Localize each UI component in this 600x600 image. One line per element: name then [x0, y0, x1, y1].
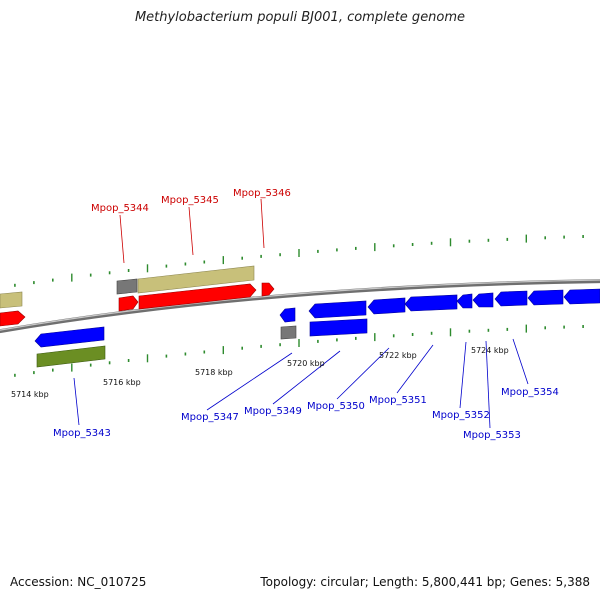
inner-tick-ring [14, 324, 584, 377]
axis-label-5720: 5720 kbp [287, 359, 325, 368]
axis-label-5714: 5714 kbp [11, 390, 49, 399]
label-leaders [73, 198, 529, 429]
cds-mpop-5347[interactable] [279, 307, 296, 323]
cds-mpop-5353[interactable] [472, 292, 494, 308]
axis-label-5718: 5718 kbp [195, 368, 233, 377]
cds-mpop-5344[interactable] [118, 295, 139, 312]
genome-summary-text: Topology: circular; Length: 5,800,441 bp… [260, 575, 590, 589]
gene-label-mpop-5349[interactable]: Mpop_5349 [244, 406, 302, 417]
gray-feature-mpop-5347[interactable] [280, 325, 297, 340]
outer-tick-ring [14, 234, 584, 287]
gene-label-mpop-5353[interactable]: Mpop_5353 [463, 430, 521, 441]
cds-mpop-5351[interactable] [404, 294, 458, 312]
gene-label-mpop-5351[interactable]: Mpop_5351 [369, 395, 427, 406]
gene-label-mpop-5347[interactable]: Mpop_5347 [181, 412, 239, 423]
gene-label-mpop-5344[interactable]: Mpop_5344 [91, 203, 149, 214]
feature-track [0, 265, 600, 368]
cds-box-right-edge[interactable] [563, 288, 600, 305]
cds-mpop-5350[interactable] [367, 297, 406, 315]
cds-box-next[interactable] [527, 289, 564, 306]
axis-label-5722: 5722 kbp [379, 351, 417, 360]
gene-label-mpop-5352[interactable]: Mpop_5352 [432, 410, 490, 421]
gene-box-mpop-5345[interactable] [137, 265, 255, 294]
axis-labels: 5714 kbp 5716 kbp 5718 kbp 5720 kbp 5722… [11, 346, 509, 399]
gene-labels: Mpop_5344 Mpop_5345 Mpop_5346 Mpop_5343 … [53, 188, 559, 441]
cds-mpop-5343[interactable] [34, 326, 105, 348]
cds-mpop-5349[interactable] [308, 300, 367, 319]
gene-label-mpop-5343[interactable]: Mpop_5343 [53, 428, 111, 439]
cds-box-left-edge[interactable] [0, 310, 26, 327]
accession-text: Accession: NC_010725 [10, 575, 147, 589]
cds-mpop-5352[interactable] [456, 293, 473, 309]
gene-label-mpop-5345[interactable]: Mpop_5345 [161, 195, 219, 206]
gray-feature-mpop-5344[interactable] [116, 278, 138, 295]
gene-box-mpop-5343[interactable] [36, 345, 106, 368]
gene-label-mpop-5354[interactable]: Mpop_5354 [501, 387, 559, 398]
gene-box-left-edge[interactable] [0, 291, 23, 309]
gene-label-mpop-5346[interactable]: Mpop_5346 [233, 188, 291, 199]
map-title: Methylobacterium populi BJ001, complete … [134, 10, 466, 25]
genome-backbone [0, 279, 600, 334]
gene-box-mpop-5349[interactable] [309, 318, 368, 337]
gene-label-mpop-5350[interactable]: Mpop_5350 [307, 401, 365, 412]
cds-mpop-5345[interactable] [138, 283, 257, 310]
cds-mpop-5354[interactable] [494, 290, 528, 307]
axis-label-5716: 5716 kbp [103, 378, 141, 387]
axis-label-5724: 5724 kbp [471, 346, 509, 355]
cds-mpop-5346[interactable] [261, 282, 275, 297]
